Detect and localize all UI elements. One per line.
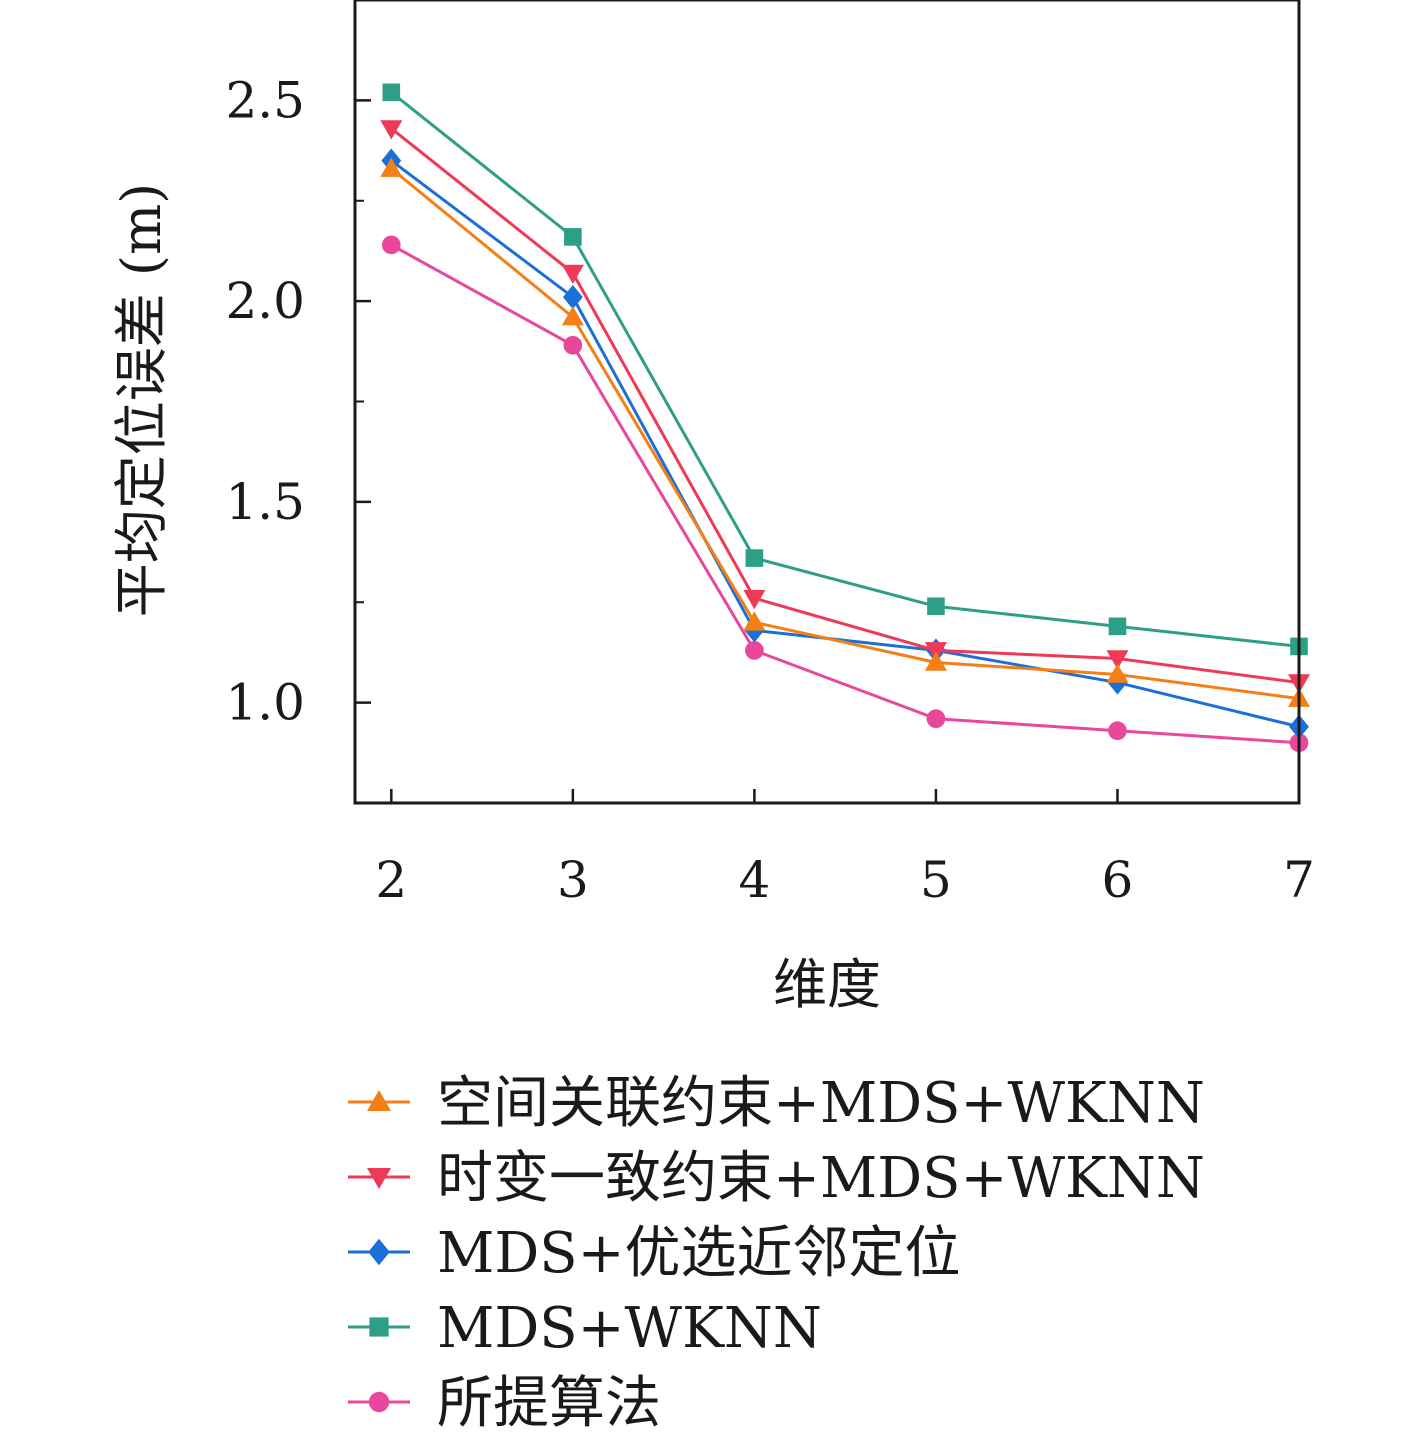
data-point [743, 589, 766, 610]
data-point [380, 120, 403, 140]
legend-marker [369, 1317, 389, 1337]
data-point [743, 611, 766, 631]
plot-frame [353, 0, 1301, 805]
legend-marker [368, 1238, 390, 1266]
legend-label: MDS+WKNN [437, 1296, 822, 1361]
legend: 空间关联约束+MDS+WKNN 时变一致约束+MDS+WKNN MDS+优选近邻定位… [348, 1071, 1205, 1436]
data-point [1106, 663, 1129, 683]
legend-marker [367, 1090, 391, 1111]
series-line [390, 127, 1300, 685]
data-point [1108, 721, 1127, 741]
data-point [926, 709, 946, 729]
y-tick-label: 1.0 [225, 674, 305, 732]
data-point [564, 228, 582, 246]
series-group [380, 157, 1310, 707]
data-point [563, 335, 583, 355]
legend-item: MDS+优选近邻定位 [348, 1221, 961, 1286]
data-point [562, 285, 583, 310]
legend-label: 所提算法 [437, 1371, 661, 1436]
data-point [1108, 617, 1127, 636]
legend-marker [367, 1168, 391, 1189]
series-group [382, 83, 1308, 656]
legend-item: MDS+WKNN [348, 1296, 822, 1361]
data-point [380, 157, 403, 177]
data-point [561, 306, 584, 326]
legend-item: 所提算法 [348, 1371, 661, 1436]
data-point [745, 641, 764, 660]
ticks-layer: 2 3 4 5 6 7 1.0 1.5 2.0 2.5 [225, 71, 1314, 909]
x-tick-label: 5 [920, 851, 952, 909]
x-axis-label: 维度 [773, 953, 881, 1016]
legend-marker [368, 1391, 390, 1413]
data-point [745, 549, 764, 567]
legend-item: 时变一致约束+MDS+WKNN [348, 1146, 1205, 1211]
data-point [1106, 650, 1129, 670]
series-line [390, 159, 1300, 729]
series-group [381, 148, 1309, 739]
x-tick-label: 2 [375, 851, 407, 909]
legend-label: 空间关联约束+MDS+WKNN [437, 1071, 1205, 1136]
data-point [381, 235, 401, 255]
data-point [382, 83, 401, 102]
x-tick-label: 4 [738, 851, 770, 909]
x-tick-label: 6 [1102, 851, 1134, 909]
y-tick-label: 1.5 [225, 473, 305, 531]
legend-item: 空间关联约束+MDS+WKNN [348, 1071, 1205, 1136]
y-tick-label: 2.5 [225, 71, 305, 129]
y-axis-label: 平均定位误差 (m) [110, 183, 173, 618]
x-tick-label: 7 [1283, 851, 1315, 909]
series-layer [380, 83, 1310, 753]
data-point [924, 651, 947, 671]
data-point [561, 264, 584, 285]
series-line [390, 243, 1300, 745]
x-tick-label: 3 [557, 851, 589, 909]
series-group [381, 235, 1309, 753]
data-point [927, 597, 945, 616]
series-group [380, 120, 1310, 694]
legend-label: MDS+优选近邻定位 [437, 1221, 961, 1286]
series-line [390, 91, 1300, 648]
legend-label: 时变一致约束+MDS+WKNN [437, 1146, 1205, 1211]
series-line [390, 167, 1300, 701]
y-tick-label: 2.0 [225, 272, 305, 330]
